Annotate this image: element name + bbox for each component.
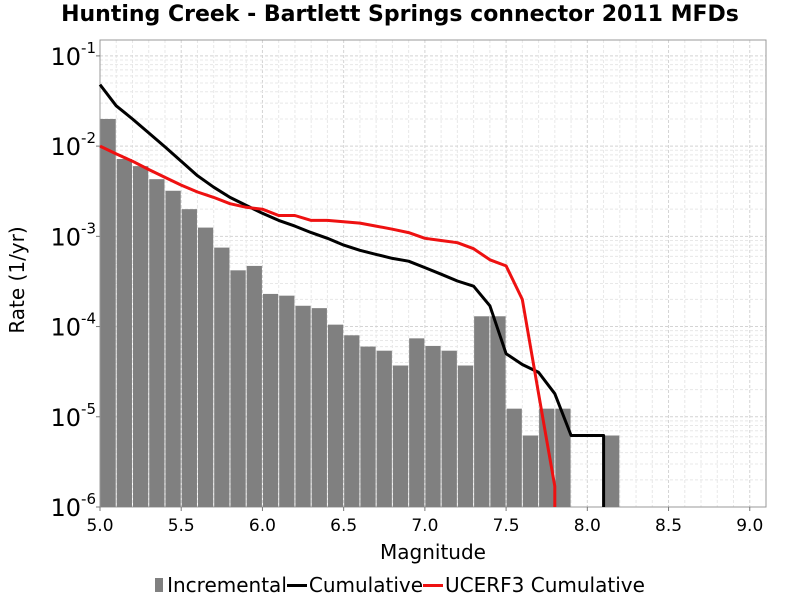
incremental-bar: [392, 365, 409, 507]
incremental-bar: [474, 316, 490, 507]
incremental-bar: [262, 293, 279, 507]
x-tick-label: 9.0: [736, 516, 763, 536]
incremental-bar: [214, 247, 230, 507]
incremental-bar: [165, 190, 181, 507]
incremental-bar: [539, 408, 555, 507]
y-axis-ticks: 10-6 10-5 10-4 10-3 10-2 10-1: [50, 39, 100, 522]
x-tick-label: 7.5: [493, 516, 520, 536]
incremental-bar: [441, 350, 457, 507]
x-tick-label: 7.0: [411, 516, 438, 536]
x-tick-label: 8.5: [655, 516, 682, 536]
incremental-bar: [279, 295, 295, 507]
incremental-bar: [360, 346, 376, 507]
legend: Incremental Cumulative UCERF3 Cumulative: [0, 570, 800, 600]
legend-swatch-incremental: [155, 578, 164, 592]
incremental-bar: [311, 308, 327, 507]
incremental-bar: [604, 435, 620, 507]
incremental-bar: [344, 335, 360, 507]
y-tick-label: 10-4: [50, 310, 96, 342]
y-tick-label: 10-5: [50, 400, 96, 432]
incremental-bar: [197, 227, 214, 507]
incremental-bar: [149, 179, 165, 507]
grid-lines: [99, 40, 767, 508]
incremental-bar: [295, 305, 311, 507]
incremental-bar: [100, 118, 116, 508]
x-tick-label: 8.0: [574, 516, 601, 536]
x-tick-label: 5.5: [168, 516, 195, 536]
incremental-bar: [246, 265, 262, 507]
legend-item-cumulative: Cumulative: [286, 573, 424, 597]
incremental-bar: [506, 408, 522, 507]
incremental-bar: [490, 316, 506, 507]
incremental-bar: [522, 435, 539, 507]
incremental-bar: [555, 408, 571, 507]
legend-swatch-cumulative: [286, 583, 307, 587]
x-tick-label: 5.0: [86, 516, 113, 536]
incremental-bar: [327, 324, 344, 507]
legend-label-cumulative: Cumulative: [308, 573, 424, 597]
y-tick-label: 10-1: [50, 39, 96, 71]
x-axis-label: Magnitude: [380, 540, 486, 564]
chart-title: Hunting Creek - Bartlett Springs connect…: [61, 2, 739, 27]
incremental-bar: [376, 350, 392, 507]
y-tick-label: 10-6: [50, 490, 96, 522]
legend-label-incremental: Incremental: [167, 573, 287, 597]
y-tick-label: 10-2: [50, 129, 96, 161]
incremental-bar: [181, 209, 197, 507]
incremental-bar: [132, 166, 149, 507]
y-axis-label: Rate (1/yr): [5, 226, 29, 333]
incremental-bar: [230, 270, 246, 507]
legend-item-incremental: Incremental: [155, 573, 287, 597]
incremental-bar: [409, 338, 425, 507]
x-tick-label: 6.0: [249, 516, 276, 536]
incremental-bar: [116, 158, 132, 507]
legend-swatch-ucerf3-cumulative: [423, 583, 444, 587]
x-tick-label: 6.5: [330, 516, 357, 536]
legend-label-ucerf3-cumulative: UCERF3 Cumulative: [445, 573, 645, 597]
legend-item-ucerf3-cumulative: UCERF3 Cumulative: [423, 573, 645, 597]
y-tick-label: 10-3: [50, 219, 96, 251]
ucerf3-cumulative-line: [99, 144, 557, 507]
incremental-bar: [457, 365, 474, 507]
incremental-bar: [425, 345, 441, 507]
incremental-bars: [100, 118, 620, 508]
cumulative-lines: [98, 83, 606, 507]
x-axis-ticks: 5.0 5.5 6.0 6.5 7.0 7.5 8.0 8.5 9.0: [86, 507, 763, 536]
